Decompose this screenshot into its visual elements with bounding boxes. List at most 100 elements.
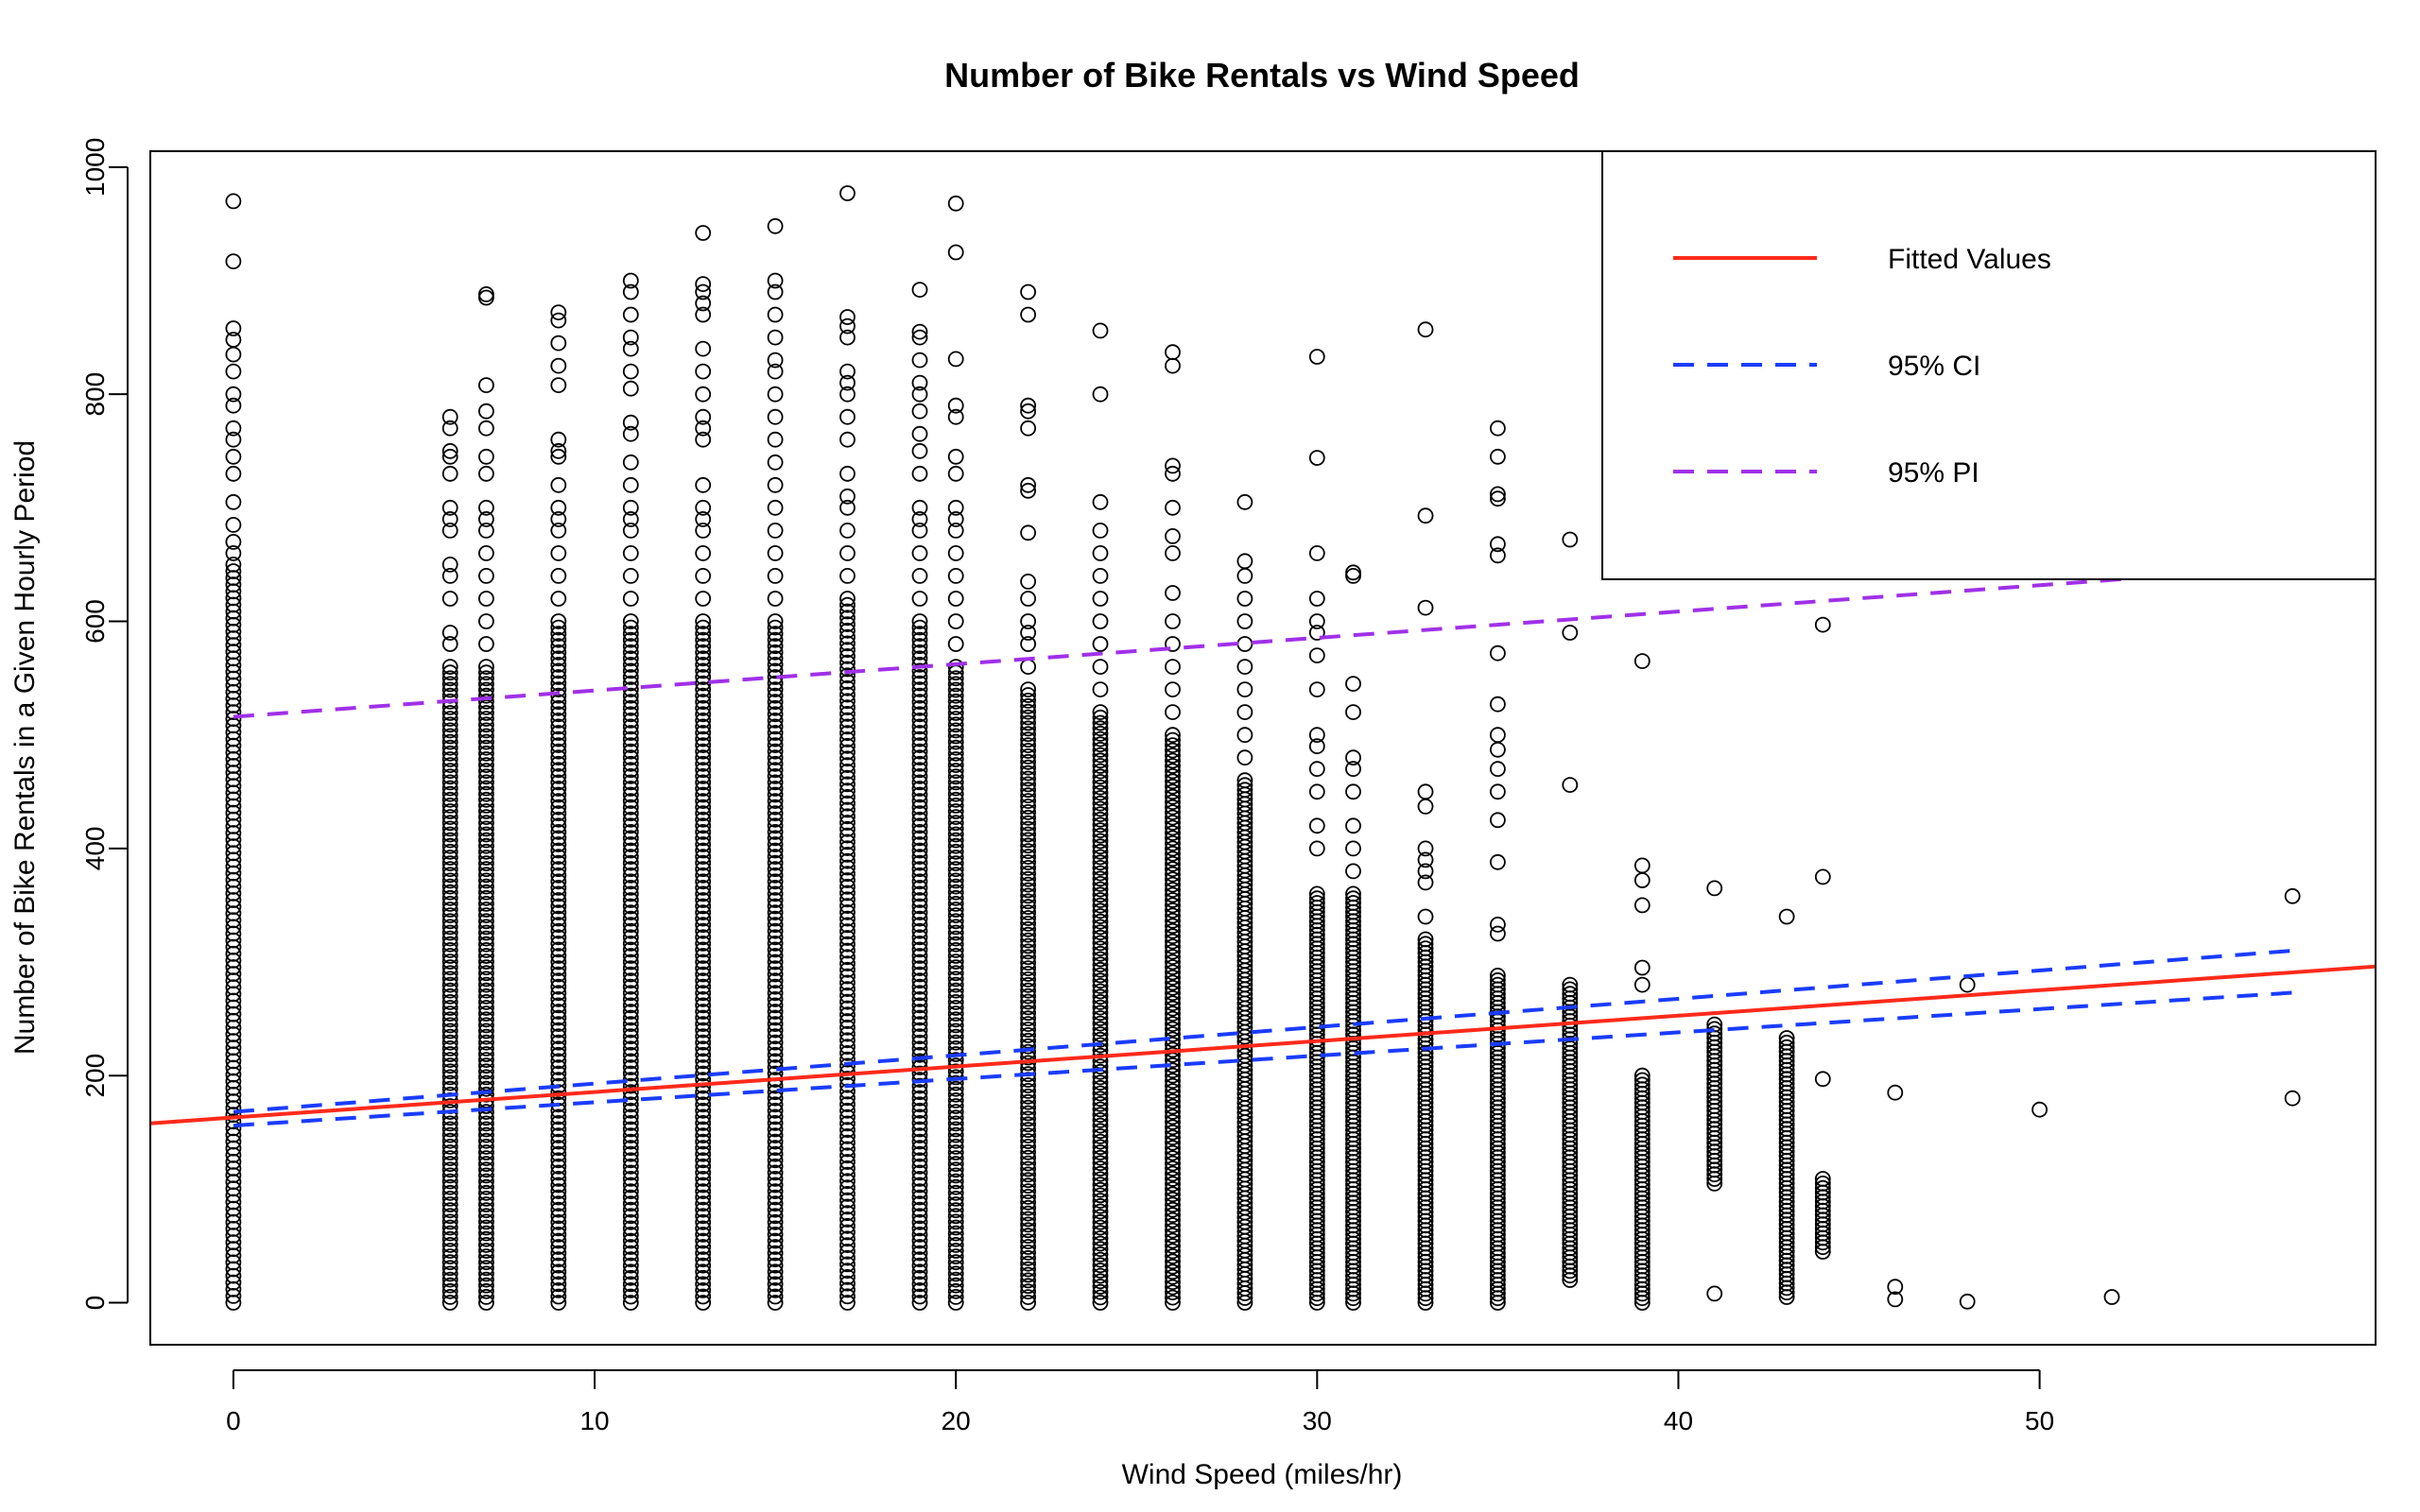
data-point bbox=[767, 817, 784, 834]
data-point bbox=[947, 1150, 964, 1166]
data-point bbox=[1092, 681, 1109, 697]
data-point bbox=[947, 896, 964, 912]
data-point bbox=[622, 363, 639, 380]
data-point bbox=[767, 941, 784, 958]
data-point bbox=[839, 942, 856, 959]
data-point bbox=[911, 910, 928, 927]
data-point bbox=[1020, 793, 1036, 809]
data-point bbox=[695, 1028, 712, 1045]
data-point bbox=[839, 1295, 856, 1311]
data-point bbox=[622, 725, 639, 741]
data-point bbox=[947, 1092, 964, 1108]
data-point bbox=[1417, 936, 1434, 953]
data-point bbox=[911, 1220, 928, 1237]
data-point bbox=[1020, 1077, 1036, 1093]
data-point bbox=[839, 545, 856, 561]
data-point bbox=[1092, 854, 1109, 871]
data-point bbox=[1490, 696, 1506, 713]
data-point bbox=[1092, 811, 1109, 828]
data-point bbox=[1020, 1216, 1036, 1233]
data-point bbox=[1020, 1005, 1036, 1022]
data-point bbox=[695, 762, 712, 779]
data-point bbox=[947, 1225, 964, 1242]
data-point bbox=[1020, 832, 1036, 849]
data-point bbox=[695, 1276, 712, 1293]
data-point bbox=[550, 448, 567, 465]
data-point bbox=[695, 824, 712, 840]
data-point bbox=[1092, 849, 1109, 866]
data-point bbox=[1020, 804, 1036, 820]
data-point bbox=[622, 675, 639, 692]
data-point bbox=[1165, 1258, 1181, 1275]
data-point bbox=[767, 805, 784, 822]
data-point bbox=[441, 1156, 458, 1173]
data-point bbox=[911, 1183, 928, 1199]
data-point bbox=[550, 718, 567, 735]
data-point bbox=[911, 1189, 928, 1206]
data-point bbox=[441, 1271, 458, 1288]
data-point bbox=[622, 805, 639, 822]
data-point bbox=[622, 1145, 639, 1162]
data-point bbox=[1020, 787, 1036, 804]
data-point bbox=[550, 972, 567, 989]
data-point bbox=[478, 763, 494, 780]
data-point bbox=[911, 749, 928, 766]
data-point bbox=[622, 591, 639, 607]
data-point bbox=[911, 386, 928, 403]
data-point bbox=[441, 1295, 458, 1311]
data-point bbox=[1092, 523, 1109, 539]
data-point bbox=[1092, 1246, 1109, 1263]
data-point bbox=[478, 613, 494, 629]
data-point bbox=[622, 1034, 639, 1051]
data-point bbox=[1236, 704, 1253, 720]
data-point bbox=[1490, 853, 1506, 870]
y-tick-label: 800 bbox=[80, 372, 110, 417]
data-point bbox=[622, 1028, 639, 1045]
data-point bbox=[767, 1263, 784, 1280]
data-point bbox=[767, 568, 784, 584]
data-point bbox=[1092, 822, 1109, 838]
data-point bbox=[1634, 1067, 1651, 1084]
data-point bbox=[550, 1239, 567, 1255]
data-point bbox=[1092, 1091, 1109, 1108]
data-point bbox=[947, 465, 964, 482]
data-point bbox=[1165, 819, 1181, 836]
data-point bbox=[1165, 1176, 1181, 1193]
data-point bbox=[478, 1191, 494, 1207]
data-point bbox=[1092, 1160, 1109, 1177]
data-point bbox=[478, 1254, 494, 1271]
data-point bbox=[767, 1028, 784, 1045]
data-point bbox=[1092, 1171, 1109, 1188]
data-point bbox=[695, 1195, 712, 1212]
data-point bbox=[441, 681, 458, 698]
data-point bbox=[947, 1173, 964, 1190]
data-point bbox=[478, 499, 494, 516]
data-point bbox=[767, 1201, 784, 1218]
data-point bbox=[1165, 659, 1181, 675]
data-point bbox=[550, 1133, 567, 1150]
data-point bbox=[767, 713, 784, 729]
data-point bbox=[947, 687, 964, 704]
data-point bbox=[1092, 1241, 1109, 1258]
data-point bbox=[1092, 1279, 1109, 1295]
data-point bbox=[839, 699, 856, 715]
data-point bbox=[947, 763, 964, 780]
data-point bbox=[767, 681, 784, 697]
data-point bbox=[550, 1158, 567, 1175]
data-point bbox=[695, 619, 712, 636]
data-point bbox=[1092, 1283, 1109, 1300]
data-point bbox=[1165, 737, 1181, 753]
data-point bbox=[441, 465, 458, 482]
data-point bbox=[1020, 731, 1036, 748]
data-point bbox=[550, 960, 567, 976]
data-point bbox=[947, 1178, 964, 1195]
data-point bbox=[1634, 897, 1651, 914]
data-point bbox=[1308, 591, 1325, 607]
data-point bbox=[441, 878, 458, 895]
data-point bbox=[622, 1140, 639, 1157]
data-point bbox=[441, 420, 458, 437]
data-point bbox=[1092, 1213, 1109, 1230]
data-point bbox=[947, 681, 964, 698]
data-point bbox=[1020, 1127, 1036, 1143]
data-point bbox=[1020, 1261, 1036, 1278]
